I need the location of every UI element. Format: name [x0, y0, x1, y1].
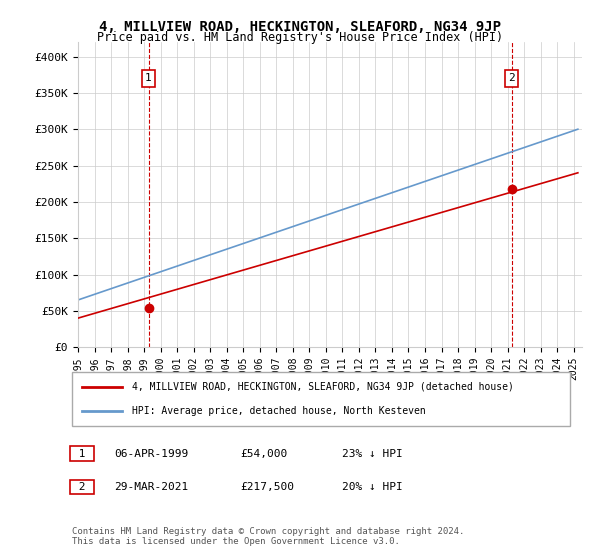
Text: 2: 2	[72, 482, 92, 492]
FancyBboxPatch shape	[72, 372, 570, 426]
Text: 20% ↓ HPI: 20% ↓ HPI	[342, 482, 403, 492]
Text: 23% ↓ HPI: 23% ↓ HPI	[342, 449, 403, 459]
Text: 06-APR-1999: 06-APR-1999	[114, 449, 188, 459]
Text: 2: 2	[508, 73, 515, 83]
Text: 4, MILLVIEW ROAD, HECKINGTON, SLEAFORD, NG34 9JP: 4, MILLVIEW ROAD, HECKINGTON, SLEAFORD, …	[99, 20, 501, 34]
Text: HPI: Average price, detached house, North Kesteven: HPI: Average price, detached house, Nort…	[132, 406, 425, 416]
Text: £54,000: £54,000	[240, 449, 287, 459]
Text: Price paid vs. HM Land Registry's House Price Index (HPI): Price paid vs. HM Land Registry's House …	[97, 31, 503, 44]
Text: 29-MAR-2021: 29-MAR-2021	[114, 482, 188, 492]
Text: Contains HM Land Registry data © Crown copyright and database right 2024.
This d: Contains HM Land Registry data © Crown c…	[72, 526, 464, 546]
Text: 1: 1	[145, 73, 152, 83]
Text: £217,500: £217,500	[240, 482, 294, 492]
Text: 4, MILLVIEW ROAD, HECKINGTON, SLEAFORD, NG34 9JP (detached house): 4, MILLVIEW ROAD, HECKINGTON, SLEAFORD, …	[132, 382, 514, 392]
Text: 1: 1	[72, 449, 92, 459]
